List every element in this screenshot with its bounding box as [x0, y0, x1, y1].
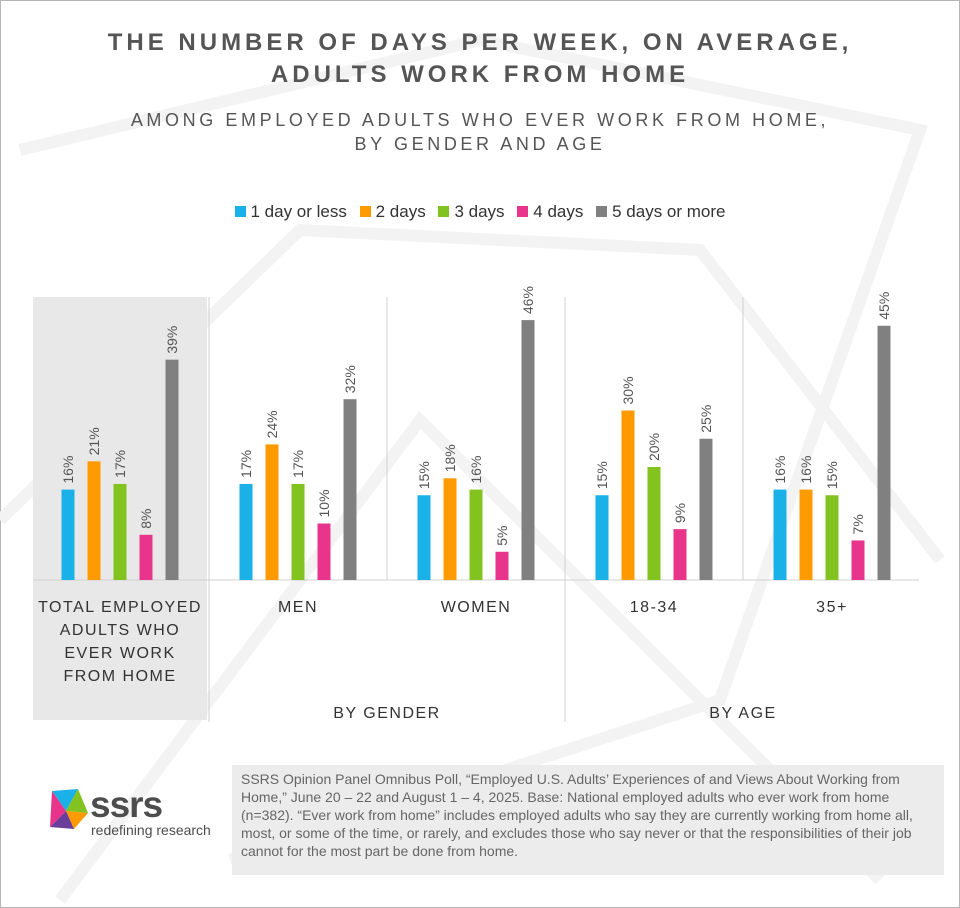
category-label: MEN — [278, 599, 318, 616]
bar-1-4 — [595, 495, 609, 580]
bar-5-3 — [521, 320, 535, 580]
data-label: 16% — [772, 456, 788, 484]
logo-wordmark: ssrs — [90, 784, 163, 825]
data-label: 30% — [620, 376, 636, 404]
data-label: 24% — [264, 410, 280, 438]
legend-label: 2 days — [375, 202, 426, 221]
data-label: 25% — [698, 405, 714, 433]
data-label: 18% — [442, 444, 458, 472]
legend-item-3-days: 3 days — [438, 202, 505, 222]
data-label: 8% — [138, 509, 154, 529]
legend-swatch — [359, 206, 371, 217]
legend-item-4-days: 4 days — [517, 202, 583, 222]
bar-5-5 — [877, 325, 891, 580]
bar-3-3 — [469, 489, 483, 580]
chart-subtitle-line-2: BY GENDER AND AGE — [354, 134, 606, 154]
data-label: 15% — [824, 461, 840, 489]
category-label: 18-34 — [630, 599, 678, 616]
legend-item-5-days: 5 days or more — [596, 202, 726, 222]
legend-item-2-days: 2 days — [359, 202, 426, 222]
bar-4-3 — [495, 551, 509, 580]
legend-swatch — [438, 206, 450, 217]
bar-4-2 — [317, 523, 331, 580]
data-label: 45% — [876, 292, 892, 320]
bar-5-1 — [165, 359, 179, 580]
legend-label: 5 days or more — [612, 202, 726, 221]
data-label: 16% — [798, 456, 814, 484]
logo-tagline: redefining research — [91, 822, 211, 838]
bar-chart: 16% 17% 15% 15% 16% 21% 24% 18% 30% 16% 17% 17% 16% 2… — [33, 286, 919, 722]
bar-5-4 — [699, 438, 713, 580]
data-label: 7% — [850, 514, 866, 534]
group-label: BY GENDER — [333, 705, 440, 722]
category-label: EVER WORK — [64, 645, 175, 662]
legend-swatch — [517, 206, 529, 217]
bar-2-2 — [265, 444, 279, 580]
data-label: 15% — [416, 461, 432, 489]
bar-3-1 — [113, 483, 127, 580]
bar-3-4 — [647, 467, 661, 580]
data-label: 39% — [164, 326, 180, 354]
bar-4-1 — [139, 534, 153, 580]
chart-title-line-1: THE NUMBER OF DAYS PER WEEK, ON AVERAGE, — [107, 29, 853, 56]
data-label: 32% — [342, 365, 358, 393]
bar-2-4 — [621, 410, 635, 580]
bar-5-2 — [343, 399, 357, 580]
ssrs-logo: ssrs redefining research — [48, 785, 228, 845]
data-label: 5% — [494, 526, 510, 546]
bar-1-1 — [61, 489, 75, 580]
bar-1-3 — [417, 495, 431, 580]
source-note: SSRS Opinion Panel Omnibus Poll, “Employ… — [232, 765, 944, 875]
data-label: 17% — [112, 450, 128, 478]
data-label: 10% — [316, 489, 332, 517]
bar-2-3 — [443, 478, 457, 580]
data-label: 16% — [468, 456, 484, 484]
legend-swatch — [596, 206, 608, 217]
bar-3-5 — [825, 495, 839, 580]
legend: 1 day or less 2 days 3 days 4 days 5 day… — [0, 202, 960, 222]
group-label: BY AGE — [709, 705, 776, 722]
category-label: WOMEN — [441, 599, 512, 616]
bar-3-2 — [291, 483, 305, 580]
data-label: 17% — [290, 450, 306, 478]
ssrs-logo-mark — [50, 789, 88, 829]
category-label: TOTAL EMPLOYED — [38, 599, 202, 616]
data-label: 9% — [672, 503, 688, 523]
category-label: FROM HOME — [63, 668, 176, 685]
data-label: 20% — [646, 433, 662, 461]
bar-4-5 — [851, 540, 865, 580]
bar-2-5 — [799, 489, 813, 580]
bar-1-2 — [239, 483, 253, 580]
legend-swatch — [234, 206, 246, 217]
data-label: 21% — [86, 427, 102, 455]
data-label: 17% — [238, 450, 254, 478]
bar-2-1 — [87, 461, 101, 580]
data-label: 16% — [60, 456, 76, 484]
category-label: ADULTS WHO — [60, 622, 180, 639]
bar-4-4 — [673, 529, 687, 580]
chart-title-line-2: ADULTS WORK FROM HOME — [270, 61, 690, 88]
category-label: 35+ — [816, 599, 848, 616]
chart-subtitle-line-1: AMONG EMPLOYED ADULTS WHO EVER WORK FROM… — [130, 110, 830, 130]
legend-label: 4 days — [533, 202, 584, 221]
data-label: 15% — [594, 461, 610, 489]
bar-1-5 — [773, 489, 787, 580]
legend-label: 3 days — [454, 202, 505, 221]
legend-label: 1 day or less — [250, 202, 347, 221]
legend-item-1-day: 1 day or less — [234, 202, 347, 222]
data-label: 46% — [520, 286, 536, 314]
